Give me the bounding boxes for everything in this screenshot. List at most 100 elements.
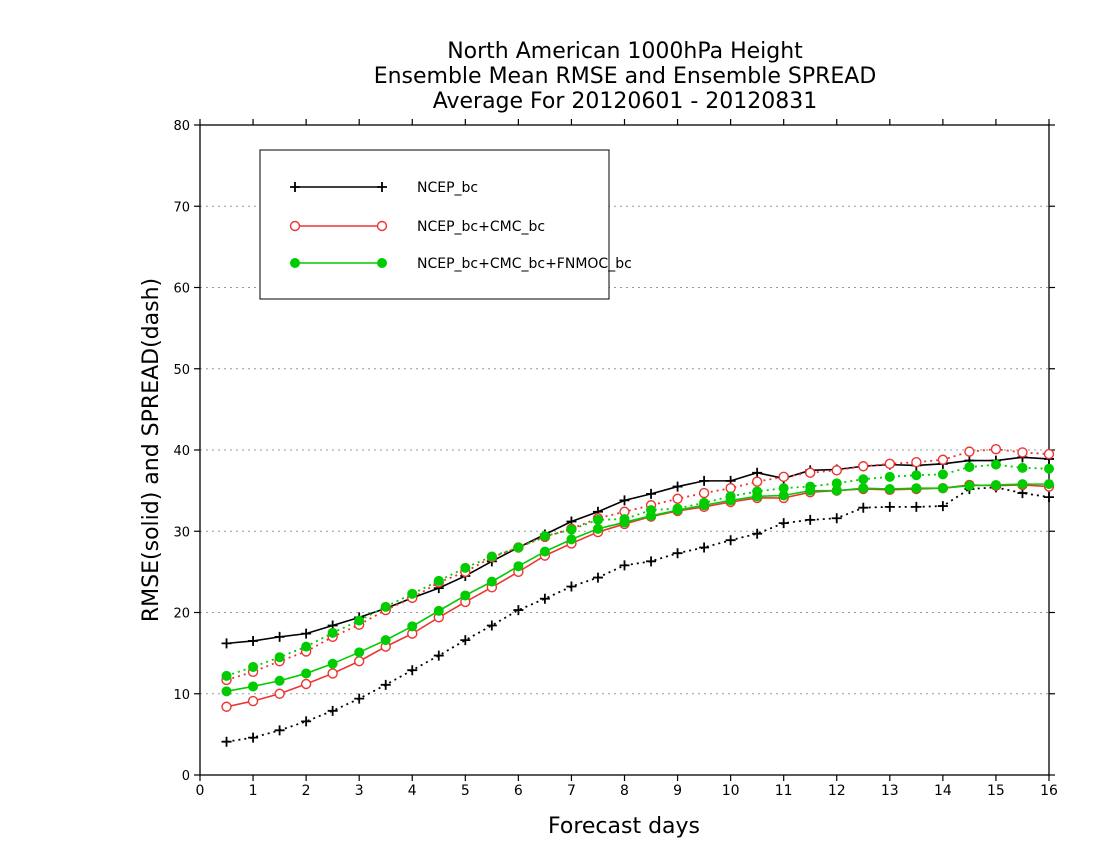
legend-label: NCEP_bc+CMC_bc [417,219,545,235]
series-1-spread-point [699,542,710,553]
y-tick-label: 20 [173,607,190,622]
series-3-spread-point [354,615,365,626]
series-2 [221,443,1055,712]
series-1-spread-point [433,650,444,661]
y-tick-label: 60 [173,282,190,297]
series-1 [221,452,1054,747]
series-3-rmse-point [884,484,895,494]
series-1-rmse-point [619,495,630,506]
series-3-rmse-point [274,675,285,686]
series-3-spread-line [226,463,1050,677]
series-3-spread-point [619,514,630,525]
series-1-spread-point [539,593,550,604]
series-1-spread-point [380,679,391,690]
series-1-rmse-point [672,481,683,492]
x-tick-label: 2 [302,783,311,799]
series-3-spread-point [592,514,603,525]
series-3-spread-point [911,470,922,481]
x-tick-label: 11 [775,783,793,799]
series-3-rmse-point [513,561,524,572]
series-3-spread-point [327,627,338,638]
legend-marker [289,220,301,232]
series-1-spread-point [752,528,763,539]
legend-marker [377,258,387,268]
series-3-spread-point [725,491,736,502]
series-3-spread-point [884,471,895,482]
legend-marker [290,258,300,268]
series-2-rmse-point [327,668,338,679]
y-tick-label: 80 [173,119,190,134]
y-tick-label: 50 [173,363,190,378]
series-3-spread-point [513,542,524,553]
series-3-rmse-point [221,686,232,697]
series-1-spread-point [274,725,285,736]
x-tick-label: 12 [828,783,846,799]
series-1-spread-point [486,620,497,631]
series-1-spread-point [248,732,259,743]
series-3-spread-point [805,481,816,492]
series-1-rmse-point [699,475,710,486]
series-1-spread-point [805,514,816,525]
series-3-spread-point [407,588,418,599]
x-tick-label: 16 [1040,783,1058,799]
series-3-spread-point [990,459,1001,470]
series-1-spread-point [672,548,683,559]
series-1-rmse-point [752,467,763,478]
series-2-spread-point [937,454,949,465]
x-tick-label: 3 [355,783,364,799]
series-layer [221,443,1055,747]
series-1-spread-point [911,501,922,512]
series-1-spread-line [226,486,1050,743]
series-3-spread-point [1017,462,1028,473]
x-tick-label: 14 [934,783,952,799]
series-3-spread-point [778,483,789,494]
series-3-rmse-point [990,479,1001,490]
series-1-spread-point [566,581,577,592]
series-1-spread-point [513,605,524,616]
series-3-rmse-point [964,480,975,491]
legend-marker [376,220,388,232]
series-3-rmse-point [460,590,471,601]
series-3-rmse-point [380,635,391,646]
series-1-spread-point [884,501,895,512]
series-3-rmse-point [1017,479,1028,490]
y-axis-label: RMSE(solid) and SPREAD(dash) [139,278,164,622]
series-1-spread-point [831,513,842,524]
series-3-rmse-point [407,621,418,632]
series-3-spread-point [221,670,232,681]
x-tick-label: 9 [673,783,682,799]
series-2-spread-point [884,458,896,470]
series-2-rmse-point [353,656,365,667]
series-3-rmse-point [937,483,948,494]
series-1-rmse-line [226,456,1050,645]
series-1-spread-point [1044,492,1054,503]
series-1-spread-point [592,572,603,583]
series-3-spread-point [1044,463,1054,474]
series-2-rmse-point [300,678,312,690]
y-tick-label: 30 [173,525,190,540]
series-3-spread-point [486,551,497,562]
series-2-spread-line [226,448,1050,681]
chart-title-line: North American 1000hPa Height [447,39,803,64]
series-3-spread-point [831,478,842,489]
x-tick-label: 13 [881,783,899,799]
series-2-spread-point [911,456,922,468]
series-3-rmse-point [858,483,869,494]
series-3-rmse-point [592,523,603,534]
series-2-rmse-point [247,695,259,707]
series-3-rmse-point [486,576,497,587]
x-tick-label: 7 [567,783,576,799]
legend-label: NCEP_bc [417,180,478,196]
x-tick-label: 15 [987,783,1005,799]
series-1-spread-point [725,535,736,546]
series-3-spread-point [858,474,869,485]
series-1-spread-point [937,501,948,512]
series-2-spread-point [1017,447,1028,458]
series-1-rmse-point [646,488,657,499]
series-1-rmse-point [274,631,285,642]
x-tick-label: 1 [249,783,258,799]
x-axis-label: Forecast days [548,814,700,839]
legend-marker [377,182,387,192]
